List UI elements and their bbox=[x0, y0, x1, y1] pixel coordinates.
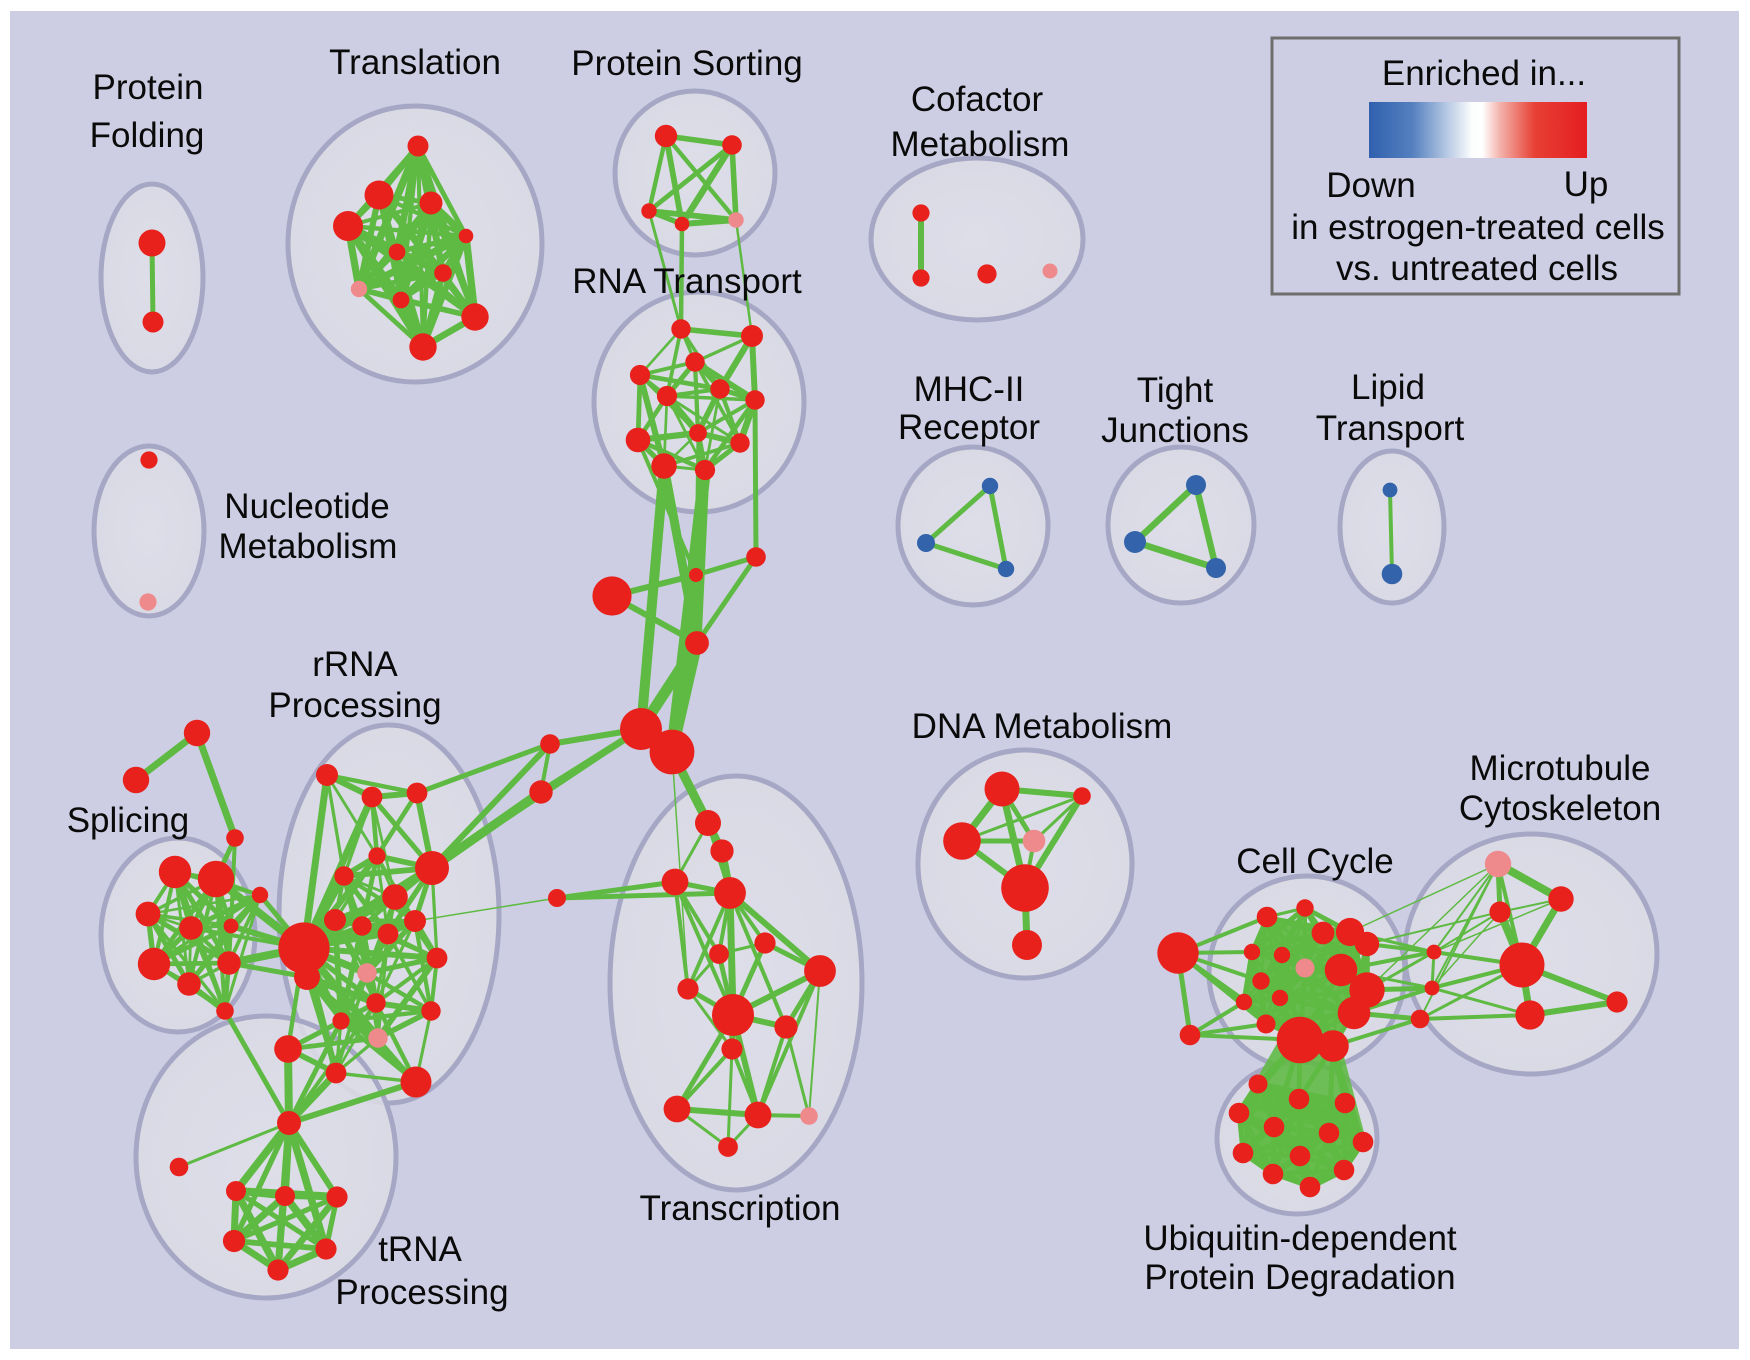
svg-text:Transcription: Transcription bbox=[640, 1189, 841, 1228]
svg-text:Up: Up bbox=[1564, 165, 1609, 204]
svg-text:RNA Transport: RNA Transport bbox=[572, 262, 802, 301]
svg-text:Protein Degradation: Protein Degradation bbox=[1144, 1258, 1455, 1297]
svg-text:vs. untreated cells: vs. untreated cells bbox=[1336, 249, 1618, 288]
svg-text:Down: Down bbox=[1326, 166, 1415, 205]
svg-text:Processing: Processing bbox=[268, 686, 441, 725]
svg-text:Lipid: Lipid bbox=[1351, 368, 1425, 407]
svg-text:Metabolism: Metabolism bbox=[891, 125, 1070, 164]
svg-text:Nucleotide: Nucleotide bbox=[224, 487, 389, 526]
svg-text:Transport: Transport bbox=[1316, 409, 1465, 448]
svg-text:MHC-II: MHC-II bbox=[914, 370, 1025, 409]
svg-text:tRNA: tRNA bbox=[378, 1230, 462, 1269]
svg-text:Cytoskeleton: Cytoskeleton bbox=[1459, 789, 1661, 828]
svg-text:Splicing: Splicing bbox=[67, 801, 190, 840]
svg-text:Microtubule: Microtubule bbox=[1470, 749, 1651, 788]
svg-text:Metabolism: Metabolism bbox=[219, 527, 398, 566]
svg-text:Enriched in...: Enriched in... bbox=[1382, 54, 1586, 93]
svg-text:Junctions: Junctions bbox=[1101, 411, 1249, 450]
svg-text:Tight: Tight bbox=[1137, 371, 1214, 410]
svg-text:DNA Metabolism: DNA Metabolism bbox=[912, 707, 1173, 746]
svg-text:Cell Cycle: Cell Cycle bbox=[1236, 842, 1394, 881]
svg-text:Protein: Protein bbox=[93, 68, 204, 107]
svg-text:Protein Sorting: Protein Sorting bbox=[571, 44, 803, 83]
svg-text:Folding: Folding bbox=[90, 116, 205, 155]
svg-text:rRNA: rRNA bbox=[312, 645, 398, 684]
svg-text:in estrogen-treated cells: in estrogen-treated cells bbox=[1291, 208, 1665, 247]
svg-text:Cofactor: Cofactor bbox=[911, 80, 1044, 119]
svg-text:Receptor: Receptor bbox=[898, 408, 1040, 447]
svg-text:Translation: Translation bbox=[329, 43, 501, 82]
svg-text:Processing: Processing bbox=[335, 1273, 508, 1312]
svg-text:Ubiquitin-dependent: Ubiquitin-dependent bbox=[1143, 1219, 1457, 1258]
